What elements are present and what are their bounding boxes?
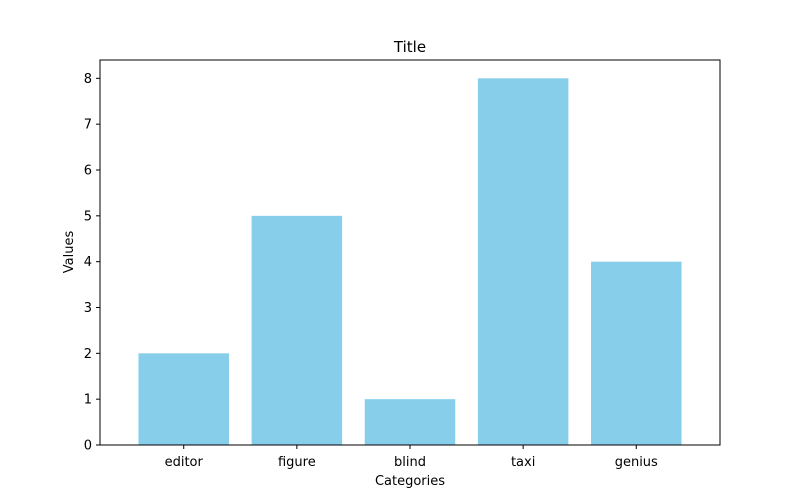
plot-area-frame	[99, 59, 721, 446]
bar-taxi	[477, 78, 569, 445]
x-tick-label: figure	[278, 455, 316, 470]
x-tick-label: taxi	[511, 455, 535, 470]
y-tick-label: 4	[84, 255, 92, 270]
y-tick-label: 0	[84, 439, 92, 454]
ticks-group: editor figure blind taxi genius 0 1 2 3 4 5 6 7 8	[84, 72, 658, 470]
y-tick-label: 3	[84, 301, 92, 316]
chart-title: Title	[393, 38, 426, 56]
x-tick-label: editor	[165, 455, 204, 470]
y-tick-label: 5	[84, 209, 92, 224]
y-tick-label: 2	[84, 347, 92, 362]
bar-editor	[138, 353, 229, 445]
y-tick-label: 8	[84, 72, 92, 87]
y-tick-label: 7	[84, 118, 92, 133]
bar-blind	[364, 399, 456, 445]
bar-figure	[251, 215, 343, 445]
y-tick-label: 6	[84, 164, 92, 179]
x-tick-label: blind	[394, 455, 426, 470]
bar-genius	[591, 261, 682, 445]
y-axis-label: Values	[62, 231, 77, 274]
x-axis-label: Categories	[375, 474, 445, 489]
x-tick-label: genius	[615, 455, 658, 470]
y-tick-label: 1	[84, 393, 92, 408]
bars-group	[138, 78, 682, 445]
